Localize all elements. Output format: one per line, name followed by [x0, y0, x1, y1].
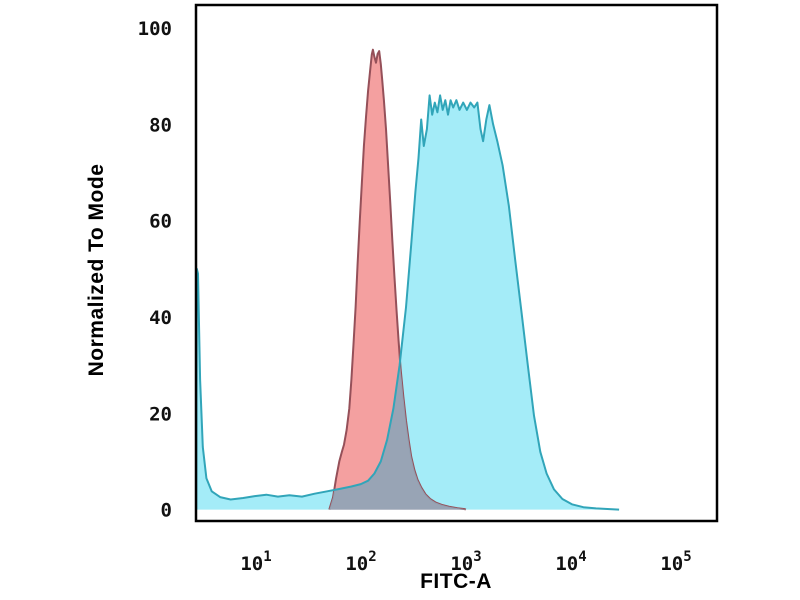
y-tick-label: 20 [149, 403, 172, 425]
overlap-region-fill [328, 361, 467, 510]
cyan-series-outline [197, 94, 620, 511]
histogram-curves [197, 48, 620, 511]
y-tick-label: 0 [161, 500, 172, 522]
y-tick-label: 80 [149, 114, 172, 136]
y-tick-label: 60 [149, 211, 172, 233]
cyan-series-fill [197, 95, 620, 510]
x-tick-label: 101 [240, 549, 271, 575]
y-axis-title: Normalized To Mode [85, 163, 108, 377]
plot-frame [194, 3, 719, 523]
x-axis-title: FITC-A [420, 570, 492, 593]
y-tick-label: 40 [149, 307, 172, 329]
x-tick-label: 104 [555, 549, 586, 575]
x-tick-label: 102 [345, 549, 376, 575]
x-tick-label: 105 [660, 549, 691, 575]
y-tick-label: 100 [138, 18, 172, 40]
